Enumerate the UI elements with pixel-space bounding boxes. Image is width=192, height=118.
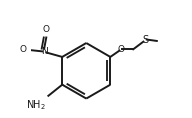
Text: O: O: [117, 45, 124, 54]
Text: O: O: [43, 25, 50, 34]
Text: O: O: [20, 45, 27, 55]
Text: NH$_2$: NH$_2$: [26, 98, 46, 112]
Text: N: N: [41, 47, 48, 56]
Text: S: S: [142, 35, 148, 45]
